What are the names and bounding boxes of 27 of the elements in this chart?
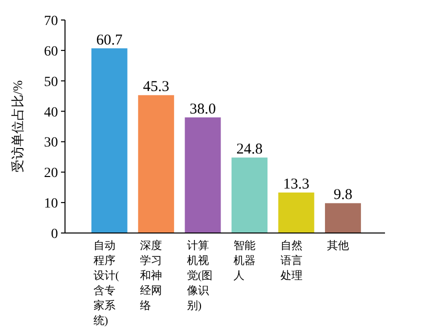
bar bbox=[91, 48, 128, 233]
y-tick-label: 60 bbox=[44, 44, 58, 60]
x-tick-label: 计算机视觉(图像识别) bbox=[186, 239, 212, 312]
data-label: 9.8 bbox=[334, 187, 352, 204]
y-tick-label: 0 bbox=[51, 227, 58, 242]
x-tick-label: 其他 bbox=[326, 239, 349, 252]
bar bbox=[232, 158, 268, 233]
y-tick-label: 10 bbox=[44, 196, 58, 212]
x-tick-label: 自动程序设计(含专家系统) bbox=[93, 240, 120, 327]
data-label: 13.3 bbox=[283, 176, 310, 193]
y-axis-title: 受访单位占比/% bbox=[10, 80, 25, 173]
bar bbox=[324, 203, 361, 233]
x-tick-label: 智能机器人 bbox=[234, 239, 256, 282]
bar bbox=[184, 117, 221, 233]
y-tick-label: 20 bbox=[44, 166, 58, 182]
y-tick-label: 30 bbox=[44, 136, 58, 151]
data-label: 60.7 bbox=[96, 32, 124, 48]
data-label: 45.3 bbox=[142, 79, 170, 96]
x-tick-label: 自然语言处理 bbox=[280, 240, 302, 282]
data-label: 24.8 bbox=[236, 142, 263, 158]
bar bbox=[278, 192, 314, 233]
bar bbox=[138, 95, 174, 233]
y-tick-label: 70 bbox=[44, 14, 58, 29]
y-tick-label: 40 bbox=[44, 105, 58, 120]
y-tick-label: 50 bbox=[44, 74, 58, 90]
data-label: 38.0 bbox=[190, 101, 216, 118]
x-tick-label: 深度学习和神经网络 bbox=[140, 239, 162, 312]
